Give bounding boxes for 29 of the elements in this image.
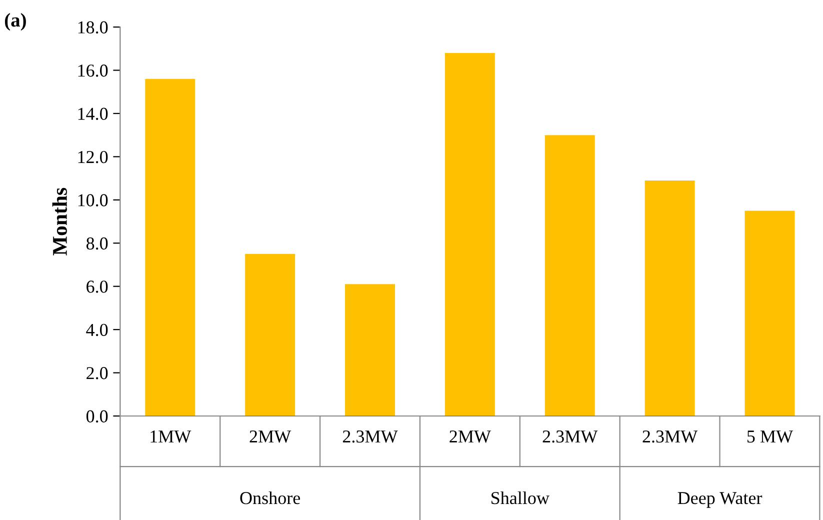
y-tick-label: 10.0 <box>78 194 108 206</box>
x-tick-label: 2.3MW <box>642 430 698 443</box>
y-tick-label: 2.0 <box>86 367 108 380</box>
x-tick-label: 2.3MW <box>542 430 598 443</box>
bar <box>245 254 296 416</box>
bar <box>744 210 795 416</box>
x-tick-label: 2MW <box>450 430 491 443</box>
y-tick-label: 14.0 <box>78 108 108 120</box>
y-tick-label: 18.0 <box>78 21 108 34</box>
text: Shallow <box>492 491 550 504</box>
bar <box>444 52 495 416</box>
y-tick-label: 4.0 <box>86 324 108 336</box>
text: Deep Water <box>678 492 762 508</box>
x-tick-label: 5 MW <box>747 430 794 443</box>
x-tick-label: 2.3MW <box>342 430 398 443</box>
chart-title: (a) <box>4 13 26 31</box>
y-tick-label: 6.0 <box>86 280 108 293</box>
bar <box>145 78 196 416</box>
x-tick-label: 1MW <box>150 430 192 443</box>
text: Onshore <box>240 491 300 504</box>
y-tick-label: 16.0 <box>78 64 108 77</box>
bar <box>345 284 395 416</box>
bar <box>544 135 595 416</box>
y-tick-label: 0.0 <box>86 410 108 423</box>
bar <box>644 180 695 416</box>
y-tick-label: 12.0 <box>78 150 108 164</box>
y-tick-label: 8.0 <box>86 237 108 250</box>
y-axis-title: Months <box>52 188 67 256</box>
x-tick-label: 2MW <box>250 430 292 443</box>
